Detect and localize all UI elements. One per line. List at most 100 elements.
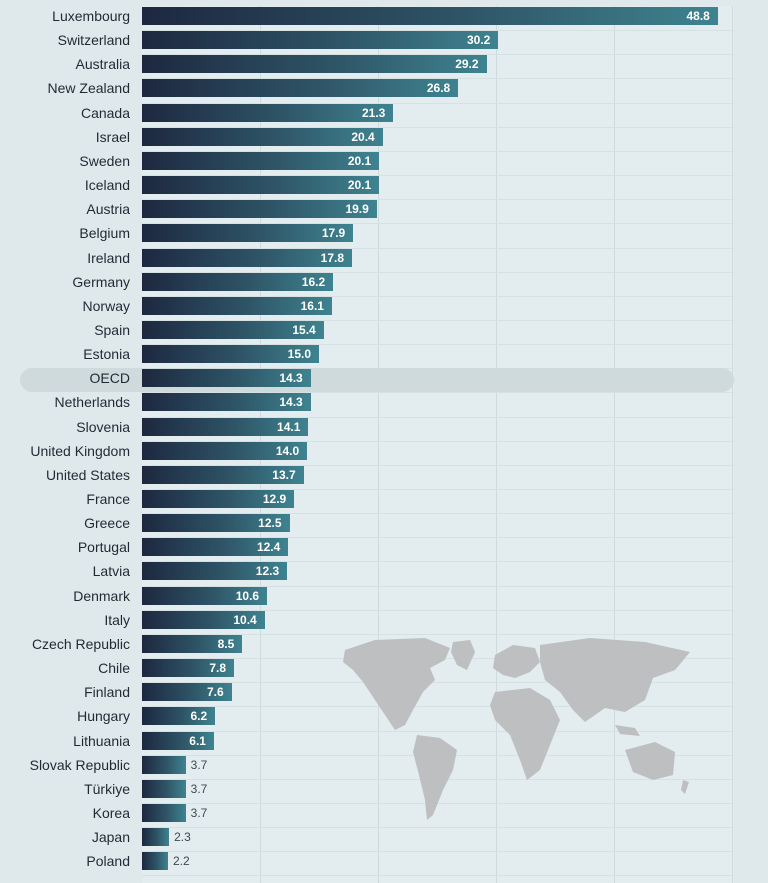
- row-separator: [142, 344, 734, 346]
- value-label: 15.0: [287, 347, 311, 362]
- row-separator: [142, 464, 734, 466]
- bar: [142, 320, 324, 339]
- x-gridline: [614, 6, 615, 883]
- bar: [142, 441, 308, 460]
- bar: [142, 755, 186, 774]
- category-label: Italy: [104, 611, 130, 628]
- row-separator: [142, 609, 734, 611]
- bar: [142, 369, 311, 388]
- value-label: 19.9: [345, 202, 369, 217]
- category-label: United Kingdom: [30, 442, 130, 459]
- category-label: Hungary: [77, 708, 130, 725]
- bar: [142, 127, 383, 146]
- bar: [142, 55, 487, 74]
- bar: [142, 345, 319, 364]
- value-label: 3.7: [190, 781, 208, 796]
- category-label: Switzerland: [57, 32, 130, 49]
- row-separator: [142, 102, 734, 104]
- row-separator: [142, 851, 734, 853]
- row-separator: [142, 513, 734, 515]
- x-gridline: [732, 6, 733, 883]
- value-label: 8.5: [217, 636, 235, 651]
- category-label: Korea: [92, 804, 130, 821]
- row-separator: [142, 802, 734, 804]
- category-label: Estonia: [83, 346, 130, 363]
- bar: [142, 707, 216, 726]
- bar: [142, 779, 186, 798]
- category-label: Sweden: [79, 152, 130, 169]
- category-label: Chile: [98, 660, 130, 677]
- value-label: 48.8: [686, 9, 710, 23]
- row-separator: [142, 199, 734, 201]
- value-label: 17.9: [321, 226, 346, 241]
- bar: [142, 731, 214, 750]
- category-label: Netherlands: [54, 394, 131, 411]
- row-separator: [142, 175, 734, 177]
- bar: [142, 176, 380, 195]
- world-map-illustration: [343, 638, 690, 820]
- row-separator: [142, 633, 734, 635]
- row-separator: [142, 537, 734, 539]
- bar: [142, 248, 353, 267]
- value-label: 3.7: [190, 757, 208, 772]
- x-gridline: [496, 6, 497, 883]
- row-separator: [142, 682, 734, 684]
- bar: [142, 296, 332, 315]
- value-label: 21.3: [361, 105, 386, 120]
- value-label: 12.9: [262, 492, 287, 506]
- value-label: 2.2: [172, 854, 190, 869]
- value-label: 20.1: [347, 178, 372, 193]
- row-separator: [142, 585, 734, 587]
- category-label: New Zealand: [47, 80, 131, 97]
- bar: [142, 151, 380, 170]
- bar: [142, 79, 459, 98]
- category-label: Finland: [84, 684, 130, 701]
- value-label: 20.4: [351, 129, 375, 144]
- bar: [142, 852, 168, 871]
- bar: [142, 538, 289, 557]
- value-label: 14.3: [279, 395, 303, 410]
- value-label: 20.1: [347, 153, 372, 168]
- category-label: Israel: [95, 128, 130, 145]
- category-label: OECD: [89, 370, 130, 387]
- row-separator: [142, 440, 734, 442]
- value-label: 7.8: [209, 661, 227, 676]
- value-label: 13.7: [272, 467, 296, 482]
- category-label: Luxembourg: [52, 8, 130, 24]
- highlight-band: [20, 368, 734, 393]
- bar: [142, 200, 377, 219]
- bar: [142, 659, 235, 678]
- row-separator: [142, 827, 734, 829]
- bar: [142, 562, 288, 581]
- bar: [142, 610, 265, 629]
- bar: [142, 828, 170, 847]
- category-label: Japan: [91, 829, 130, 846]
- value-label: 14.1: [277, 419, 301, 434]
- row-separator: [142, 30, 734, 32]
- category-label: Belgium: [79, 225, 130, 242]
- value-label: 10.4: [233, 612, 257, 627]
- row-separator: [142, 706, 734, 708]
- bar: [142, 465, 304, 484]
- category-label: Austria: [86, 201, 130, 218]
- bar: [142, 224, 354, 243]
- value-label: 12.3: [255, 564, 280, 579]
- row-separator: [142, 319, 734, 321]
- row-separator: [142, 392, 734, 394]
- value-label: 7.6: [206, 685, 224, 700]
- category-label: Australia: [75, 56, 130, 73]
- bar: [142, 803, 186, 822]
- value-label: 2.3: [174, 830, 191, 845]
- row-separator: [142, 489, 734, 490]
- category-label: Slovak Republic: [29, 756, 130, 773]
- row-separator: [142, 561, 734, 563]
- row-separator: [142, 126, 734, 128]
- bar: [142, 586, 268, 605]
- category-label: United States: [45, 466, 130, 483]
- category-label: Denmark: [73, 587, 130, 604]
- value-label: 10.6: [235, 588, 260, 603]
- row-separator: [142, 875, 734, 877]
- bar: [142, 490, 295, 508]
- category-label: Canada: [80, 104, 130, 121]
